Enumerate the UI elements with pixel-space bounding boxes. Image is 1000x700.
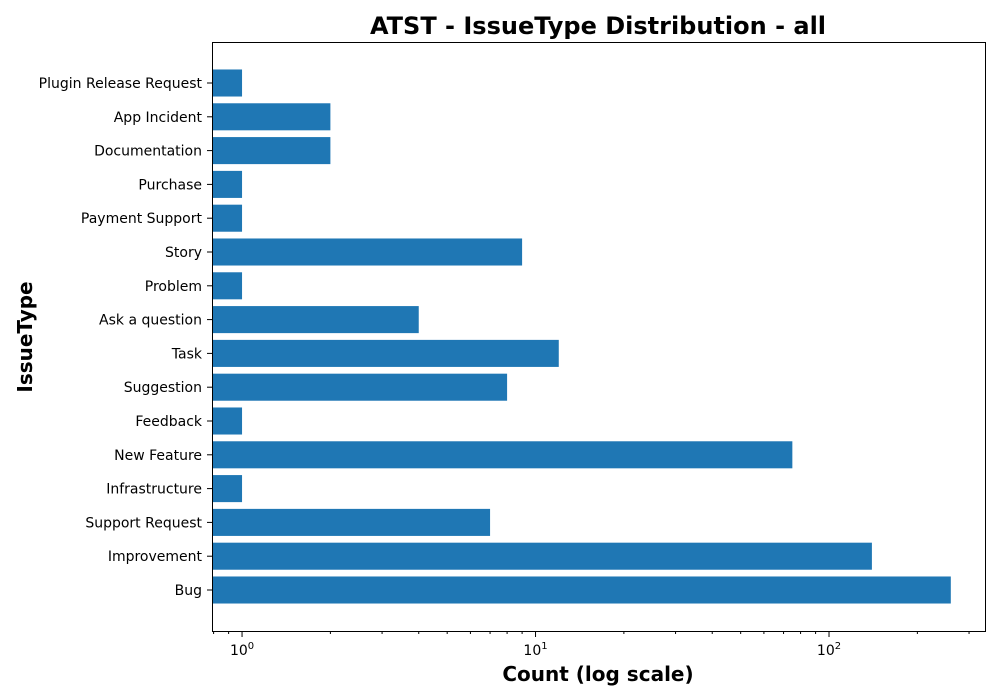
y-tick-label: New Feature: [114, 448, 202, 464]
y-tick-label: Problem: [145, 279, 202, 295]
y-tick-label: Improvement: [108, 549, 203, 565]
bar: [212, 407, 242, 434]
y-tick-label: Infrastructure: [106, 482, 202, 498]
bar: [212, 137, 330, 164]
x-tick-label: 102: [817, 641, 841, 659]
y-axis-label: IssueType: [13, 281, 37, 392]
y-tick-label: App Incident: [114, 110, 203, 126]
x-ticks-group: 100 101 102: [214, 631, 969, 659]
y-tick-label: Bug: [175, 583, 202, 599]
bar: [212, 238, 522, 265]
y-tick-label: Plugin Release Request: [39, 76, 203, 92]
x-tick-label: 101: [523, 641, 547, 659]
chart-title: ATST - IssueType Distribution - all: [370, 12, 826, 40]
bar: [212, 272, 242, 299]
y-tick-label: Support Request: [85, 515, 202, 531]
bar: [212, 340, 559, 367]
bar: [212, 306, 419, 333]
bar: [212, 103, 330, 130]
bar: [212, 69, 242, 96]
y-tick-label: Documentation: [94, 144, 202, 160]
bar: [212, 509, 490, 536]
bars-group: [212, 69, 951, 603]
y-tick-label: Ask a question: [99, 313, 202, 329]
y-tick-label: Story: [165, 245, 202, 261]
y-tick-label: Suggestion: [124, 380, 202, 396]
x-tick-label: 100: [230, 641, 254, 659]
bar: [212, 543, 872, 570]
y-ticks-group: Bug Improvement Support Request Infrastruct…: [39, 76, 212, 599]
y-tick-label: Feedback: [135, 414, 203, 430]
y-tick-label: Task: [171, 346, 203, 362]
bar: [212, 441, 792, 468]
bar: [212, 374, 507, 401]
bar: [212, 205, 242, 232]
bar: [212, 576, 951, 603]
bar: [212, 171, 242, 198]
y-tick-label: Purchase: [138, 177, 202, 193]
y-tick-label: Payment Support: [81, 211, 203, 227]
bar: [212, 475, 242, 502]
x-axis-label: Count (log scale): [502, 662, 693, 686]
